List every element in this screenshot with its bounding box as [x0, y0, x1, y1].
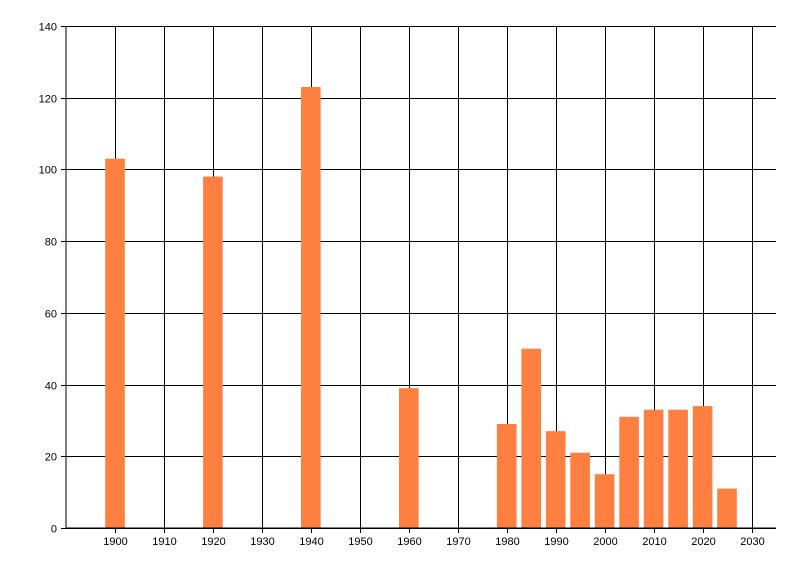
bar: [643, 409, 664, 528]
x-tick-label: 1930: [250, 536, 274, 548]
bar: [692, 406, 713, 528]
x-tick-label: 1950: [348, 536, 372, 548]
x-tick-label: 2020: [691, 536, 715, 548]
x-tick-label: 2030: [740, 536, 764, 548]
x-tick-label: 1980: [495, 536, 519, 548]
axes: [65, 26, 776, 529]
y-tick-label: 100: [39, 165, 57, 177]
bar: [496, 424, 517, 528]
y-tick-label: 60: [45, 309, 57, 321]
bar: [619, 416, 639, 528]
x-tick-label: 1910: [152, 536, 176, 548]
bar: [717, 488, 737, 528]
x-tick-label: 2010: [642, 536, 666, 548]
x-tick-label: 1920: [201, 536, 225, 548]
x-tick-label: 1960: [397, 536, 421, 548]
x-tick-label: 1900: [103, 536, 127, 548]
y-tick-label: 40: [45, 381, 57, 393]
y-tick-label: 80: [45, 237, 57, 249]
bar: [570, 452, 590, 528]
x-tick-label: 1940: [299, 536, 323, 548]
bar: [399, 388, 419, 528]
y-tick-label: 120: [39, 94, 57, 106]
bar-series: [105, 87, 737, 528]
bar: [594, 474, 615, 528]
x-tick-label: 1970: [446, 536, 470, 548]
y-tick-label: 140: [39, 22, 57, 34]
x-axis-ticks: 1900 1910 1920 1930 1940 1950 1960 1970 1980 1990…: [103, 528, 765, 548]
y-tick-label: 0: [51, 524, 57, 536]
bar: [203, 176, 223, 528]
bar: [668, 409, 688, 528]
y-tick-label: 20: [45, 452, 57, 464]
x-tick-label: 1990: [544, 536, 568, 548]
y-axis-ticks: 0 20 40 60 80 100 120 140: [39, 22, 66, 536]
bar: [545, 431, 566, 528]
bar: [105, 158, 125, 528]
x-tick-label: 2000: [593, 536, 617, 548]
bar: [301, 87, 321, 528]
bar: [521, 348, 541, 528]
